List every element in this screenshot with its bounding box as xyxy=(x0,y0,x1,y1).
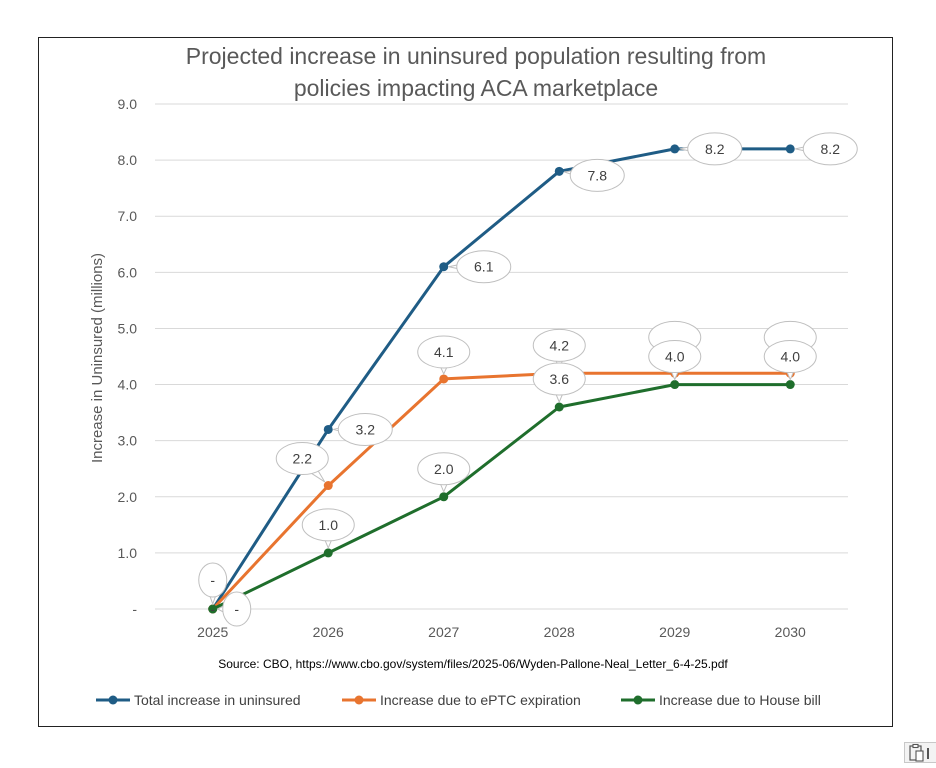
data-label-callout: - xyxy=(216,591,252,627)
callout-bubble xyxy=(456,250,512,284)
data-label: 8.2 xyxy=(821,141,841,157)
data-point xyxy=(208,604,218,614)
data-label: 6.1 xyxy=(474,259,494,275)
series-lines xyxy=(208,144,795,614)
gridlines xyxy=(155,103,848,610)
data-point xyxy=(670,144,680,154)
x-tick-label: 2029 xyxy=(659,624,690,640)
data-label-callout: 3.2 xyxy=(333,412,393,446)
callout-bubble xyxy=(337,412,393,446)
x-tick-label: 2028 xyxy=(544,624,575,640)
data-label: - xyxy=(210,572,215,588)
source-note: Source: CBO, https://www.cbo.gov/system/… xyxy=(218,657,728,671)
legend-label: Increase due to ePTC expiration xyxy=(380,692,581,708)
callout-bubble xyxy=(222,591,252,627)
x-tick-label: 2030 xyxy=(775,624,806,640)
legend-swatch-marker xyxy=(354,695,364,705)
data-point xyxy=(439,374,449,384)
series-line xyxy=(211,147,791,610)
callout-bubble xyxy=(417,452,471,486)
data-label-callouts: - 3.2 6.1 7.8 8.2 8.2 - 2.2 4.1 4.2 - 1.0 2.0 3.6 4.0 4… xyxy=(198,132,858,627)
y-tick-label: 3.0 xyxy=(118,433,138,449)
chart-frame xyxy=(38,37,893,727)
data-point xyxy=(323,424,333,434)
callout-bubble xyxy=(763,340,817,374)
data-label-callout: 8.2 xyxy=(795,132,858,166)
callout-bubble xyxy=(687,132,743,166)
data-label: 3.6 xyxy=(550,371,570,387)
callout-bubble xyxy=(569,158,625,192)
x-tick-label: 2025 xyxy=(197,624,228,640)
chart-title-line-2: policies impacting ACA marketplace xyxy=(294,75,658,101)
callout-bubble xyxy=(198,562,228,598)
data-label-callout: 3.6 xyxy=(532,362,586,404)
data-label-callout: 8.2 xyxy=(679,132,743,166)
legend-label: Increase due to House bill xyxy=(659,692,821,708)
data-label: 2.0 xyxy=(434,461,454,477)
data-label-callout: - xyxy=(210,601,215,617)
y-tick-label: 8.0 xyxy=(118,152,138,168)
data-label: 4.2 xyxy=(550,337,570,353)
data-point xyxy=(439,262,449,272)
y-axis-ticks: - 1.0 2.0 3.0 4.0 5.0 6.0 7.0 8.0 9.0 xyxy=(118,96,138,617)
data-point xyxy=(670,380,680,390)
data-label-callout: 4.0 xyxy=(763,340,817,381)
y-tick-label: 5.0 xyxy=(118,320,138,336)
callout-bubble xyxy=(532,328,586,362)
chart-title-line-1: Projected increase in uninsured populati… xyxy=(186,43,766,69)
data-label-callout: 4.2 xyxy=(532,328,586,370)
data-label-callout: 6.1 xyxy=(448,250,512,284)
x-axis-ticks: 2025 2026 2027 2028 2029 2030 xyxy=(197,624,806,640)
data-label: 2.2 xyxy=(293,451,313,467)
data-point xyxy=(323,548,333,558)
data-label: 1.0 xyxy=(319,517,339,533)
data-label: 7.8 xyxy=(588,167,608,183)
data-point xyxy=(785,380,795,390)
y-tick-label: 4.0 xyxy=(118,377,138,393)
callout-bubble xyxy=(648,340,702,374)
callout-bubble xyxy=(417,335,471,369)
callout-bubble xyxy=(275,442,329,476)
legend: Total increase in uninsured Increase due … xyxy=(96,692,821,708)
data-point xyxy=(554,166,564,176)
data-label: 4.0 xyxy=(781,349,801,365)
data-point xyxy=(554,402,564,412)
callout-bubble xyxy=(301,508,355,542)
data-label-callout: 2.0 xyxy=(417,452,471,494)
data-label-callout: 7.8 xyxy=(564,158,625,192)
series-line xyxy=(211,371,791,611)
y-tick-label: 9.0 xyxy=(118,96,138,112)
paste-options-icon[interactable] xyxy=(904,742,936,763)
y-tick-label: 2.0 xyxy=(118,489,138,505)
data-point xyxy=(323,481,333,491)
data-label: 4.0 xyxy=(665,349,685,365)
data-label: 4.1 xyxy=(434,344,454,360)
data-label: - xyxy=(234,601,239,617)
y-tick-label: 6.0 xyxy=(118,264,138,280)
y-tick-label: 7.0 xyxy=(118,208,138,224)
y-axis-title: Increase in Uninsured (millions) xyxy=(89,253,106,463)
callout-bubble xyxy=(802,132,858,166)
data-point xyxy=(785,144,795,154)
legend-label: Total increase in uninsured xyxy=(134,692,301,708)
callout-bubble xyxy=(532,362,586,396)
data-label-callout: 1.0 xyxy=(301,508,355,550)
data-label: - xyxy=(210,601,215,617)
data-label-callout: 4.0 xyxy=(648,340,702,381)
data-label-callout: - xyxy=(198,562,228,606)
data-label-callout: 2.2 xyxy=(275,442,329,483)
legend-swatch-marker xyxy=(108,695,118,705)
series-line xyxy=(212,383,791,611)
x-tick-label: 2026 xyxy=(313,624,344,640)
data-label-callout: 4.1 xyxy=(417,335,471,376)
data-label: 3.2 xyxy=(356,421,376,437)
legend-swatch-marker xyxy=(633,695,643,705)
data-label: 8.2 xyxy=(705,141,725,157)
y-tick-label: 1.0 xyxy=(118,545,138,561)
y-tick-label: - xyxy=(132,601,137,617)
data-point xyxy=(439,492,449,502)
x-tick-label: 2027 xyxy=(428,624,459,640)
